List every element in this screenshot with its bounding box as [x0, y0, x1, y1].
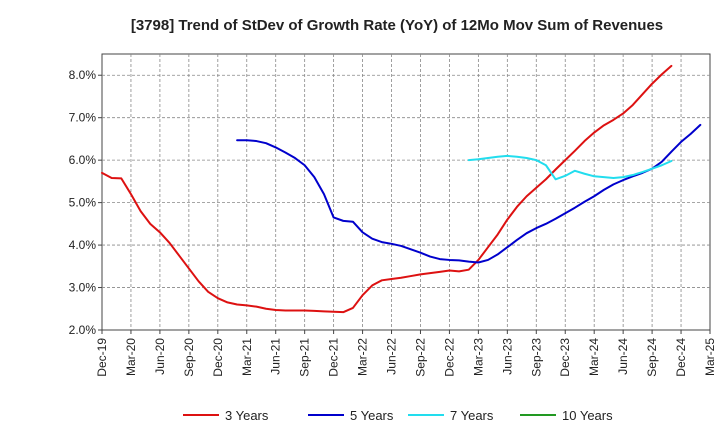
series-lines	[101, 64, 702, 314]
x-tick-label: Dec-20	[211, 338, 225, 377]
x-tick-label: Jun-22	[385, 338, 399, 375]
x-tick-label: Sep-20	[182, 338, 196, 377]
x-tick-label: Sep-23	[529, 338, 543, 377]
chart-title: [3798] Trend of StDev of Growth Rate (Yo…	[131, 17, 663, 34]
x-axis-ticks: Dec-19 Mar-20 Jun-20 Sep-20 Dec-20 Mar-21 Jun-…	[95, 330, 717, 377]
x-tick-label: Sep-24	[645, 338, 659, 377]
legend: 3 Years 5 Years 7 Years 10 Years	[183, 408, 613, 423]
x-tick-label: Jun-21	[269, 338, 283, 375]
y-tick-label: 4.0%	[69, 238, 97, 252]
x-tick-label: Dec-22	[442, 338, 456, 377]
series-line-7-years	[467, 154, 673, 181]
y-axis-ticks: 2.0% 3.0% 4.0% 5.0% 6.0% 7.0% 8.0%	[69, 68, 102, 337]
y-tick-label: 3.0%	[69, 281, 97, 295]
x-tick-label: Mar-21	[240, 338, 254, 376]
y-tick-label: 7.0%	[69, 111, 97, 125]
plot-area	[101, 53, 711, 331]
x-tick-label: Dec-19	[95, 338, 109, 377]
legend-label-3-years: 3 Years	[225, 408, 269, 423]
x-tick-label: Dec-21	[327, 338, 341, 377]
y-tick-label: 6.0%	[69, 153, 97, 167]
y-tick-label: 5.0%	[69, 196, 97, 210]
legend-label-5-years: 5 Years	[350, 408, 394, 423]
x-tick-label: Mar-25	[703, 338, 717, 376]
y-tick-label: 2.0%	[69, 323, 97, 337]
y-tick-label: 8.0%	[69, 68, 97, 82]
x-tick-label: Dec-23	[558, 338, 572, 377]
x-tick-label: Mar-24	[587, 338, 601, 376]
x-tick-label: Mar-22	[356, 338, 370, 376]
grid-lines	[102, 54, 710, 330]
series-line-3-years	[101, 64, 673, 314]
x-tick-label: Jun-20	[153, 338, 167, 375]
legend-label-7-years: 7 Years	[450, 408, 494, 423]
series-line-5-years	[236, 123, 702, 264]
x-tick-label: Jun-24	[616, 338, 630, 375]
x-tick-label: Dec-24	[674, 338, 688, 377]
x-tick-label: Sep-22	[413, 338, 427, 377]
x-tick-label: Sep-21	[298, 338, 312, 377]
x-tick-label: Jun-23	[500, 338, 514, 375]
x-tick-label: Mar-20	[124, 338, 138, 376]
legend-label-10-years: 10 Years	[562, 408, 613, 423]
x-tick-label: Mar-23	[471, 338, 485, 376]
